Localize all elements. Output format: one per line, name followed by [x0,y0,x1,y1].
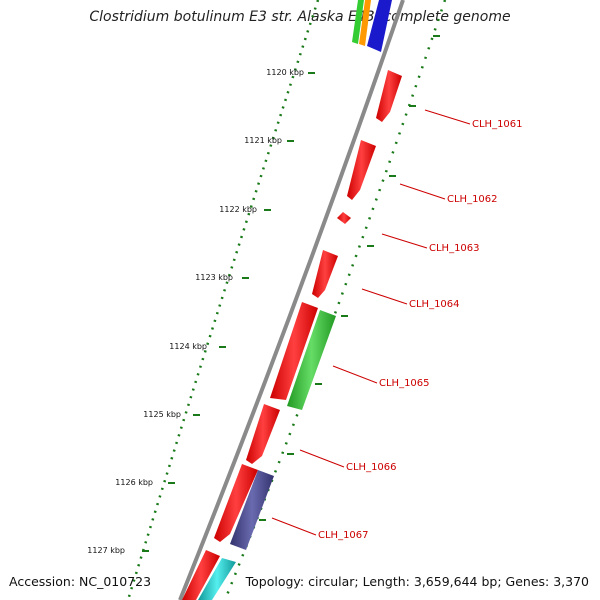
top-features [352,0,392,52]
purple-feature-1067 [230,470,274,550]
leader-line-clh-1064 [361,288,408,305]
leader-line-clh-1065 [332,365,378,384]
gene-label-clh-1065[interactable]: CLH_1065 [379,378,430,389]
gene-arrow-clh-1061[interactable] [376,70,402,122]
tick-label-1126: 1126 kbp [115,478,153,487]
blue-feature-top [367,0,392,52]
map-title: Clostridium botulinum E3 str. Alaska E43… [89,9,511,25]
gene-arrow-bottom[interactable] [182,550,220,600]
gene-features[interactable] [182,70,402,600]
tick-label-1123: 1123 kbp [195,273,233,282]
cyan-feature-bottom [198,558,236,600]
gene-arrow-clh-1067[interactable] [214,464,258,542]
gene-label-clh-1066[interactable]: CLH_1066 [346,462,397,473]
topology-summary: Topology: circular; Length: 3,659,644 bp… [245,574,589,589]
tick-label-1125: 1125 kbp [143,410,181,419]
leader-line-clh-1062 [399,183,446,200]
tick-layer: 1120 kbp 1121 kbp 1122 kbp 1123 kbp 1124 kbp… [87,68,315,555]
genome-backbone [178,0,405,600]
tick-label-1122: 1122 kbp [219,205,257,214]
tick-label-1124: 1124 kbp [169,342,207,351]
gene-label-clh-1067[interactable]: CLH_1067 [318,530,369,541]
leader-line-clh-1067 [271,517,317,536]
tick-label-1127: 1127 kbp [87,546,125,555]
gene-arrow-clh-1066[interactable] [246,404,280,464]
inner-tick-layer [259,35,440,521]
gene-label-clh-1063[interactable]: CLH_1063 [429,243,480,254]
gene-arrow-clh-1065[interactable] [270,302,318,400]
gene-arrow-clh-1064[interactable] [312,250,338,298]
tick-label-1120: 1120 kbp [266,68,304,77]
green-feature-top [352,0,364,44]
leader-line-clh-1066 [299,449,345,468]
gene-arrow-clh-1062[interactable] [347,140,376,200]
orange-feature-top [359,0,371,46]
accession-text: Accession: NC_010723 [9,574,152,589]
gene-label-layer: CLH_1061 CLH_1062 CLH_1063 CLH_1064 CLH_1065… [271,109,523,541]
outer-dotted-circle [126,0,320,600]
gene-label-clh-1064[interactable]: CLH_1064 [409,299,460,310]
gene-arrow-clh-1063[interactable] [337,212,351,224]
gene-label-clh-1061[interactable]: CLH_1061 [472,119,523,130]
leader-line-clh-1063 [381,233,428,249]
green-feature-1065 [287,310,336,410]
leader-line-clh-1061 [424,109,471,125]
gene-label-clh-1062[interactable]: CLH_1062 [447,194,498,205]
tick-label-1121: 1121 kbp [244,136,282,145]
